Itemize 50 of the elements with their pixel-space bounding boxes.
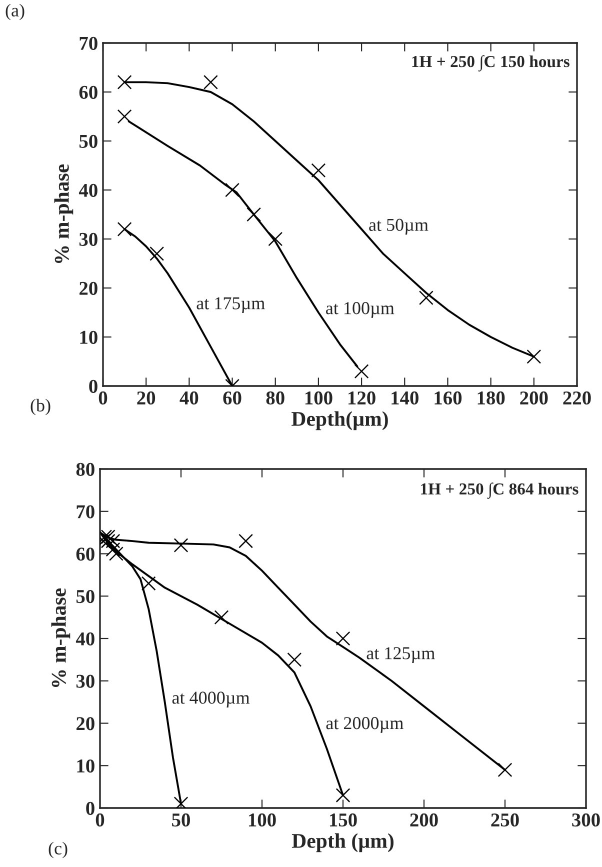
x-tick-label: 80 [266, 391, 284, 405]
y-tick-label: 30 [76, 674, 94, 688]
x-tick-label: 120 [348, 391, 376, 405]
x-tick-label: 60 [223, 391, 242, 405]
y-tick-label: 50 [79, 134, 98, 148]
x-tick-label: 100 [248, 813, 276, 827]
x-tick-label: 0 [98, 391, 108, 405]
x-tick-label: 140 [392, 391, 418, 405]
y-tick-label: 20 [80, 282, 98, 295]
y-axis-title: % m-phase [54, 164, 74, 264]
y-tick-label: 60 [76, 548, 94, 561]
text: (a) [6, 4, 24, 20]
y-tick-label: 70 [80, 36, 98, 50]
annotation: 1H + 250 ∫C 150 hours [412, 55, 570, 72]
x-axis-title: Depth(µm) [292, 411, 388, 430]
text: (c) [48, 842, 68, 858]
x-tick-label: 40 [180, 391, 198, 405]
x-tick-label: 250 [491, 813, 519, 827]
x-tick-label: 20 [137, 391, 156, 405]
y-tick-label: 80 [76, 462, 94, 476]
x-tick-label: 180 [478, 391, 505, 405]
x-axis-title: Depth (µm) [292, 833, 394, 852]
annotation: at 125µm [366, 647, 435, 663]
text: (b) [30, 398, 50, 416]
x-tick-label: 150 [330, 813, 357, 827]
annotation: at 4000µm [172, 692, 250, 708]
x-tick-label: 50 [172, 813, 190, 827]
annotation: at 100µm [326, 302, 394, 318]
y-tick-label: 30 [79, 232, 98, 246]
annotation: at 2000µm [326, 717, 404, 733]
y-tick-label: 60 [79, 86, 98, 99]
x-tick-label: 160 [434, 391, 462, 405]
x-tick-label: 200 [520, 391, 548, 405]
x-tick-label: 100 [305, 391, 332, 405]
y-tick-label: 40 [76, 632, 94, 646]
x-tick-label: 300 [572, 813, 600, 827]
annotation: at 175µm [196, 297, 265, 314]
y-tick-label: 0 [89, 380, 98, 393]
y-tick-label: 40 [78, 184, 98, 197]
x-tick-label: 200 [410, 813, 438, 827]
y-tick-label: 20 [76, 717, 94, 730]
annotation: 1H + 250 ∫C 864 hours [421, 482, 578, 499]
y-tick-label: 70 [76, 505, 94, 518]
x-tick-label: 220 [563, 391, 591, 405]
y-tick-label: 0 [86, 802, 94, 815]
annotation: at 50µm [369, 218, 428, 235]
y-tick-label: 10 [77, 759, 94, 773]
y-axis-title: % m-phase [51, 588, 70, 688]
y-tick-label: 50 [76, 590, 94, 604]
y-tick-label: 10 [80, 330, 98, 344]
